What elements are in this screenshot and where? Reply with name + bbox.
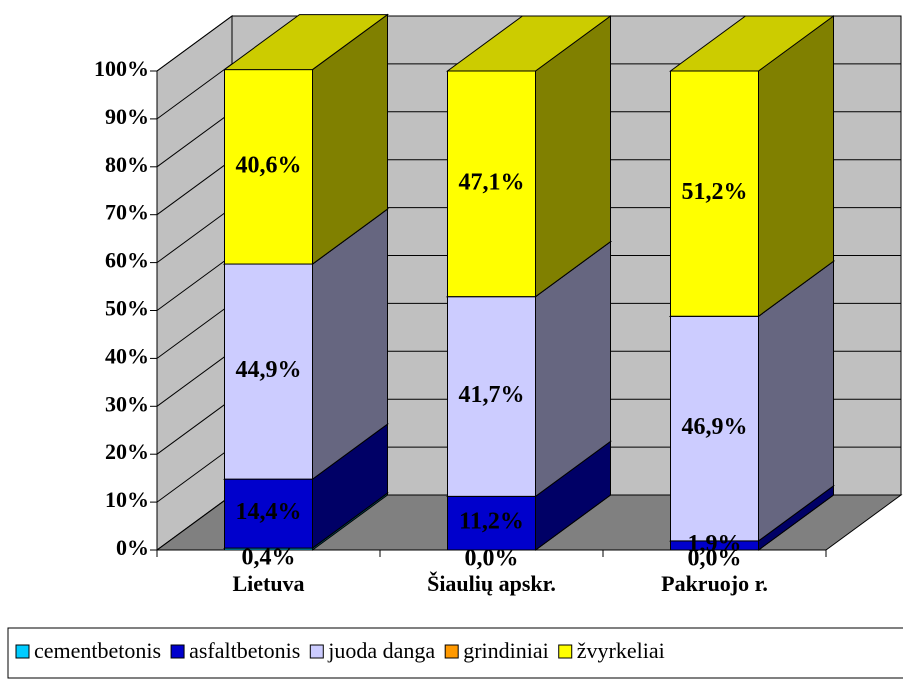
value-label: 44,9% (236, 357, 302, 383)
legend-label: cementbetonis (34, 638, 161, 663)
bar-top (668, 15, 836, 72)
value-label: 47,1% (459, 169, 525, 195)
y-tick-label: 0% (116, 535, 149, 560)
bar-top (222, 14, 390, 71)
bar (670, 315, 759, 542)
bar (224, 478, 313, 549)
grid-line (156, 111, 233, 168)
value-label: 51,2% (682, 179, 748, 205)
legend-label: žvyrkeliai (577, 638, 665, 663)
bar-top (445, 15, 613, 72)
bar (447, 70, 536, 298)
grid-line (156, 159, 233, 216)
y-tick-label: 40% (105, 343, 149, 368)
value-label: 41,7% (459, 382, 525, 408)
value-label: 14,4% (236, 499, 302, 525)
y-tick-label: 80% (105, 152, 149, 177)
y-tick-label: 20% (105, 439, 149, 464)
value-label: 0,0% (465, 546, 519, 572)
grid-line (156, 15, 233, 72)
legend-swatch (558, 644, 573, 659)
y-tick-label: 70% (105, 200, 149, 225)
grid-line (156, 350, 233, 407)
legend-swatch (444, 644, 459, 659)
grid-line (156, 398, 233, 455)
x-tick-label: Lietuva (232, 571, 304, 596)
bar (670, 70, 759, 317)
y-tick-label: 30% (105, 391, 149, 416)
legend-label: asfaltbetonis (189, 638, 300, 663)
legend-swatch (170, 644, 185, 659)
grid-line (156, 494, 233, 551)
y-tick-label: 60% (105, 248, 149, 273)
grid-line (156, 207, 233, 264)
value-label: 0,0% (688, 546, 742, 572)
value-label: 40,6% (236, 152, 302, 178)
y-tick-label: 100% (94, 56, 149, 81)
y-tick-label: 10% (105, 487, 149, 512)
x-tick-label: Pakruojo r. (661, 571, 768, 596)
y-tick-label: 50% (105, 296, 149, 321)
value-label: 11,2% (459, 509, 524, 535)
value-label: 0,4% (242, 545, 296, 571)
legend-label: juoda danga (327, 638, 435, 663)
bar (447, 296, 536, 497)
value-label: 46,9% (682, 414, 748, 440)
bar (224, 263, 313, 480)
legend-swatch (309, 644, 324, 659)
x-tick-label: Šiaulių apskr. (427, 571, 556, 596)
grid-line (156, 446, 233, 503)
legend-swatch (15, 644, 30, 659)
grid-line (156, 255, 233, 311)
value-label: 1,9% (688, 531, 742, 557)
y-tick-label: 90% (105, 104, 149, 129)
legend-label: grindiniai (463, 638, 549, 663)
grid-line (156, 63, 233, 120)
grid-line (156, 302, 233, 359)
